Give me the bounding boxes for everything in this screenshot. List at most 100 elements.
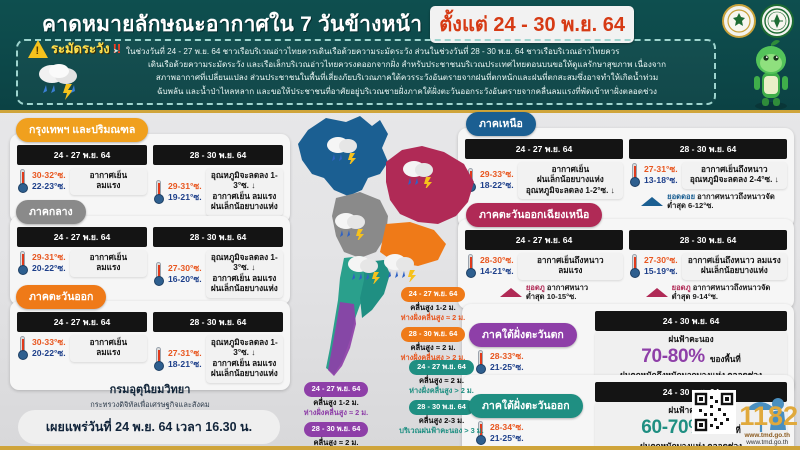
rain-type-label: ฝนฟ้าคะนอง bbox=[668, 334, 714, 344]
period-label: 28 - 30 พ.ย. 64 bbox=[629, 230, 787, 250]
temp-low: 14-21°ซ. bbox=[480, 266, 514, 277]
official-seals bbox=[722, 4, 794, 38]
desc-line: อากาศเย็นถึงหนาว bbox=[537, 255, 604, 265]
temp-high: 27-31°ซ. bbox=[644, 164, 678, 175]
period-description: อากาศเย็นถึงหนาว ลมแรง bbox=[517, 252, 623, 280]
region-card-east[interactable]: ภาคตะวันออก 24 - 27 พ.ย. 64 30-33°ซ. 20-… bbox=[10, 285, 290, 390]
desc-line: ฝนเล็กน้อยบางแห่ง bbox=[536, 175, 604, 185]
desc-line: อากาศเย็น bbox=[89, 170, 128, 180]
peak-name: ยอดภู bbox=[525, 282, 545, 292]
wave-height: คลื่นสูง ≈ 2 ม. bbox=[313, 438, 359, 447]
desc-line: อากาศเย็น bbox=[89, 337, 128, 347]
desc-line: ลมแรง bbox=[96, 181, 121, 191]
rain-percent: 70-80% bbox=[641, 345, 705, 367]
callout-period-label: 24 - 27 พ.ย. 64 bbox=[400, 286, 466, 302]
rain-type-label: ฝนฟ้าคะนอง bbox=[668, 405, 714, 415]
region-card-northeast[interactable]: ภาคตะวันออกเฉียงเหนือ 24 - 27 พ.ย. 64 28… bbox=[458, 203, 794, 309]
mountain-icon bbox=[641, 196, 664, 206]
period-description: อุณหภูมิจะลดลง 1-3°ซ. ↓ อากาศเย็น ลมแรง … bbox=[205, 334, 283, 383]
region-label-south-east: ภาคใต้ฝั่งตะวันออก bbox=[469, 393, 583, 418]
period-description: อากาศเย็น ฝนเล็กน้อยบางแห่ง อุณหภูมิจะลด… bbox=[517, 161, 623, 200]
sea-callout-andaman-upper: 24 - 27 พ.ย. 64 คลื่นสูง 1-2 ม. ห่างฝั่ง… bbox=[378, 283, 488, 363]
period-label: 24 - 30 พ.ย. 64 bbox=[595, 311, 787, 331]
period-description: อากาศเย็นถึงหนาว ลมแรง ฝนเล็กน้อยบางแห่ง bbox=[681, 252, 787, 280]
temp-low: 18-21°ซ. bbox=[168, 358, 202, 369]
mountain-peak-note: ยอดดอย อากาศหนาวถึงหนาวจัด ต่ำสุด 6-12°ซ… bbox=[629, 192, 787, 211]
period-label: 24 - 27 พ.ย. 64 bbox=[17, 312, 147, 332]
desc-line: อากาศเย็น bbox=[551, 164, 590, 174]
temp-high: 30-33°ซ. bbox=[32, 337, 66, 348]
qr-code-icon[interactable] bbox=[692, 390, 736, 434]
royal-garuda-seal-icon bbox=[722, 4, 756, 38]
tmd-mascot-icon bbox=[742, 36, 800, 112]
thermometer-icon bbox=[153, 179, 164, 204]
desc-line: ลมแรง bbox=[96, 348, 121, 358]
desc-line: อากาศเย็นถึงหนาว bbox=[701, 164, 768, 174]
period-description: อากาศเย็น ลมแรง bbox=[69, 167, 147, 195]
publish-datetime: เผยแพร่วันที่ 24 พ.ย. 64 เวลา 16.30 น. bbox=[45, 420, 253, 434]
period-label: 28 - 30 พ.ย. 64 bbox=[153, 312, 283, 332]
thermometer-icon bbox=[629, 254, 640, 279]
period-block: 28 - 30 พ.ย. 64 27-31°ซ. 18-21°ซ. อุณหภู… bbox=[153, 312, 283, 383]
map-weather-icon-north bbox=[322, 134, 368, 169]
thermometer-icon bbox=[17, 336, 28, 361]
temp-low: 15-19°ซ. bbox=[644, 266, 678, 277]
warning-text: ในช่วงวันที่ 24 - 27 พ.ย. 64 ชาวเรือบริเ… bbox=[110, 45, 704, 98]
period-block: 28 - 30 พ.ย. 64 29-31°ซ. 19-21°ซ. อุณหภู… bbox=[153, 145, 283, 216]
period-label: 24 - 30 พ.ย. 64 bbox=[595, 382, 787, 402]
region-label-north: ภาคเหนือ bbox=[466, 112, 536, 136]
thailand-map[interactable] bbox=[268, 112, 488, 412]
period-block: 28 - 30 พ.ย. 64 27-30°ซ. 15-19°ซ. อากาศเ… bbox=[629, 230, 787, 302]
temp-low: 19-21°ซ. bbox=[168, 191, 202, 202]
sea-callout-andaman-lower: 24 - 27 พ.ย. 64 คลื่นสูง 1-2 ม. ห่างฝั่ง… bbox=[282, 378, 390, 450]
callout-period-label: 28 - 30 พ.ย. 64 bbox=[400, 326, 466, 342]
map-region-south-east bbox=[360, 260, 390, 318]
desc-line: อากาศเย็น ลมแรง bbox=[212, 358, 277, 368]
offshore-wave-height: ห่างฝั่งคลื่นสูง > 2 ม. bbox=[400, 353, 466, 362]
rain-note: ฝนตกหนักบางแห่ง ตลอดช่วง bbox=[601, 440, 781, 450]
region-label-east: ภาคตะวันออก bbox=[16, 285, 107, 309]
period-block: 24 - 27 พ.ย. 64 28-30°ซ. 14-21°ซ. อากาศเ… bbox=[465, 230, 623, 302]
desc-line: ฝนเล็กน้อยบางแห่ง bbox=[210, 284, 278, 294]
temp-high: 29-31°ซ. bbox=[168, 180, 202, 191]
department-block: กรมอุตุนิยมวิทยา กระทรวงดิจิทัลเพื่อเศรษ… bbox=[0, 380, 300, 411]
temp-low: 20-22°ซ. bbox=[32, 263, 66, 274]
callout-period-label: 28 - 30 พ.ย. 64 bbox=[409, 399, 474, 415]
region-card-north[interactable]: ภาคเหนือ 24 - 27 พ.ย. 64 29-33°ซ. 18-22°… bbox=[458, 112, 794, 229]
period-label: 24 - 27 พ.ย. 64 bbox=[465, 139, 623, 159]
warning-line-4: ฉับพลัน และน้ำป่าไหลหลาก และขอให้ประชาชน… bbox=[156, 86, 658, 96]
offshore-wave-height: ห่างฝั่งคลื่นสูง > 2 ม. bbox=[409, 386, 474, 395]
warning-line-2: เดินเรือด้วยความระมัดระวัง และเรือเล็กบร… bbox=[148, 60, 666, 70]
mountain-icon bbox=[499, 287, 522, 297]
desc-line: อุณหภูมิจะลดลง 1-3°ซ. ↓ bbox=[210, 170, 278, 191]
region-body-northeast: 24 - 27 พ.ย. 64 28-30°ซ. 14-21°ซ. อากาศเ… bbox=[458, 219, 794, 309]
wave-height: คลื่นสูง 2-3 ม. bbox=[418, 416, 465, 425]
warning-triangle-icon bbox=[28, 39, 48, 58]
department-name: กรมอุตุนิยมวิทยา bbox=[109, 384, 191, 396]
forecast-date-range: ตั้งแต่ 24 - 30 พ.ย. 64 bbox=[430, 6, 635, 43]
map-weather-icon-south-west bbox=[344, 254, 388, 289]
thermometer-icon bbox=[17, 251, 28, 276]
desc-line: อากาศเย็น bbox=[89, 252, 128, 262]
mountain-icon bbox=[645, 287, 668, 297]
temp-high: 27-31°ซ. bbox=[168, 347, 202, 358]
mountain-peak-note: ยอดภู อากาศหนาว ต่ำสุด 10-15°ซ. bbox=[465, 283, 623, 302]
thermometer-icon bbox=[465, 254, 476, 279]
period-block: 24 - 27 พ.ย. 64 30-33°ซ. 20-22°ซ. อากาศเ… bbox=[17, 312, 147, 383]
peak-name: ยอดภู bbox=[671, 282, 691, 292]
person-with-umbrella-icon bbox=[740, 390, 794, 440]
period-block: 24 - 27 พ.ย. 64 29-31°ซ. 20-22°ซ. อากาศเ… bbox=[17, 227, 147, 298]
tmd-department-seal-icon bbox=[760, 4, 794, 38]
region-label-bangkok: กรุงเทพฯ และปริมณฑล bbox=[16, 118, 149, 142]
desc-line: ลมแรง bbox=[96, 263, 121, 273]
peak-temp: ต่ำสุด 10-15°ซ. bbox=[525, 292, 577, 302]
hotline-number: 1182 bbox=[739, 401, 798, 431]
region-card-bangkok[interactable]: กรุงเทพฯ และปริมณฑล 24 - 27 พ.ย. 64 30-3… bbox=[10, 118, 290, 223]
period-description: อากาศเย็น ลมแรง bbox=[69, 249, 147, 277]
region-body-east: 24 - 27 พ.ย. 64 30-33°ซ. 20-22°ซ. อากาศเ… bbox=[10, 301, 290, 390]
map-region-peninsula bbox=[328, 302, 356, 376]
publish-banner: เผยแพร่วันที่ 24 พ.ย. 64 เวลา 16.30 น. bbox=[18, 410, 280, 444]
region-card-south-east[interactable]: ภาคใต้ฝั่งตะวันออก 28-34°ซ. 21-25°ซ. 24 … bbox=[462, 375, 794, 450]
thermometer-icon bbox=[475, 420, 486, 445]
period-label: 24 - 27 พ.ย. 64 bbox=[465, 230, 623, 250]
